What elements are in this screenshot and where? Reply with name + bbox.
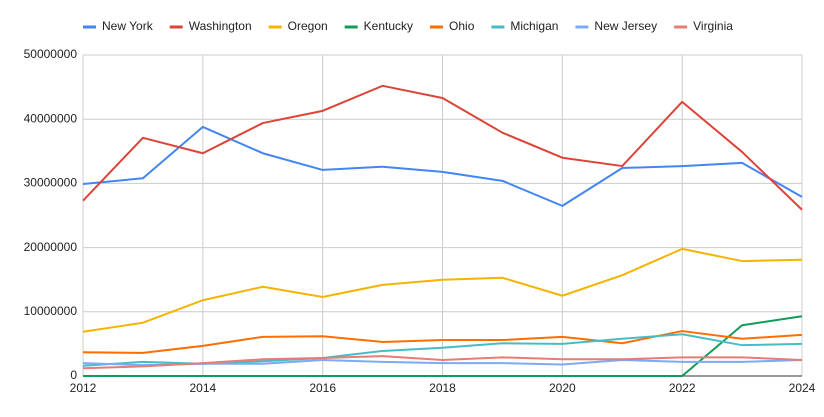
series-line (82, 247, 803, 333)
series-line (82, 355, 803, 370)
legend-label: Kentucky (364, 19, 413, 33)
x-tick-label: 2018 (429, 381, 456, 395)
x-tick-label: 2016 (309, 381, 336, 395)
x-tick-label: 2020 (549, 381, 576, 395)
series-line (82, 125, 803, 207)
series-line (82, 330, 803, 354)
legend-label: Ohio (449, 19, 475, 33)
legend-label: Michigan (510, 19, 558, 33)
x-tick-label: 2012 (70, 381, 97, 395)
x-tick-label: 2024 (789, 381, 816, 395)
y-tick-label: 50000000 (24, 47, 78, 61)
y-tick-label: 30000000 (24, 176, 78, 190)
y-tick-label: 0 (70, 368, 77, 382)
legend-label: New York (102, 19, 154, 33)
legend-label: Washington (189, 19, 252, 33)
series-line (82, 84, 803, 211)
x-tick-label: 2014 (189, 381, 216, 395)
x-tick-label: 2022 (669, 381, 696, 395)
legend-label: New Jersey (594, 19, 657, 33)
y-tick-label: 40000000 (24, 111, 78, 125)
series-line (83, 315, 803, 377)
y-tick-label: 20000000 (24, 240, 78, 254)
y-tick-label: 10000000 (24, 304, 78, 318)
legend-label: Oregon (288, 19, 328, 33)
legend-label: Virginia (693, 19, 733, 33)
